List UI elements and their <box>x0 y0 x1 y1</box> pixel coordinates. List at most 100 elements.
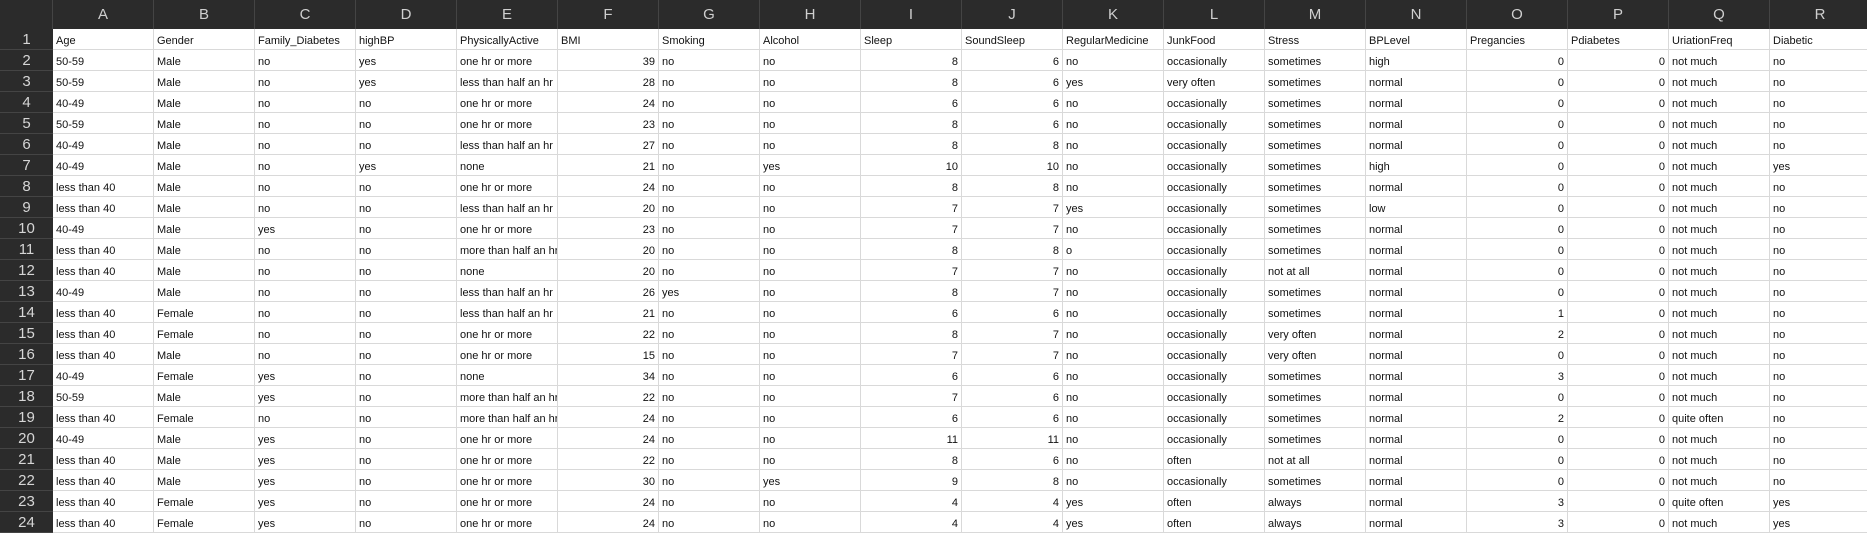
cell-r15[interactable]: no <box>1770 323 1867 344</box>
cell-m19[interactable]: sometimes <box>1265 407 1366 428</box>
column-header-a[interactable]: A <box>53 0 154 29</box>
cell-f3[interactable]: 28 <box>558 71 659 92</box>
cell-d16[interactable]: no <box>356 344 457 365</box>
column-header-k[interactable]: K <box>1063 0 1164 29</box>
cell-r8[interactable]: no <box>1770 176 1867 197</box>
cell-r24[interactable]: yes <box>1770 512 1867 533</box>
cell-p22[interactable]: 0 <box>1568 470 1669 491</box>
cell-j6[interactable]: 8 <box>962 134 1063 155</box>
cell-l10[interactable]: occasionally <box>1164 218 1265 239</box>
cell-a13[interactable]: 40-49 <box>53 281 154 302</box>
cell-h3[interactable]: no <box>760 71 861 92</box>
cell-d7[interactable]: yes <box>356 155 457 176</box>
cell-g12[interactable]: no <box>659 260 760 281</box>
cell-k17[interactable]: no <box>1063 365 1164 386</box>
cell-b18[interactable]: Male <box>154 386 255 407</box>
cell-j1[interactable]: SoundSleep <box>962 29 1063 50</box>
row-header[interactable]: 24 <box>0 512 53 533</box>
cell-q11[interactable]: not much <box>1669 239 1770 260</box>
cell-j17[interactable]: 6 <box>962 365 1063 386</box>
cell-h24[interactable]: no <box>760 512 861 533</box>
cell-n12[interactable]: normal <box>1366 260 1467 281</box>
cell-k23[interactable]: yes <box>1063 491 1164 512</box>
cell-n13[interactable]: normal <box>1366 281 1467 302</box>
cell-i18[interactable]: 7 <box>861 386 962 407</box>
cell-o2[interactable]: 0 <box>1467 50 1568 71</box>
cell-g6[interactable]: no <box>659 134 760 155</box>
cell-p6[interactable]: 0 <box>1568 134 1669 155</box>
cell-i4[interactable]: 6 <box>861 92 962 113</box>
cell-p12[interactable]: 0 <box>1568 260 1669 281</box>
cell-l11[interactable]: occasionally <box>1164 239 1265 260</box>
cell-d19[interactable]: no <box>356 407 457 428</box>
cell-n14[interactable]: normal <box>1366 302 1467 323</box>
cell-d5[interactable]: no <box>356 113 457 134</box>
cell-b8[interactable]: Male <box>154 176 255 197</box>
cell-a11[interactable]: less than 40 <box>53 239 154 260</box>
row-header[interactable]: 21 <box>0 449 53 470</box>
cell-k9[interactable]: yes <box>1063 197 1164 218</box>
cell-c17[interactable]: yes <box>255 365 356 386</box>
cell-l6[interactable]: occasionally <box>1164 134 1265 155</box>
cell-n19[interactable]: normal <box>1366 407 1467 428</box>
cell-r20[interactable]: no <box>1770 428 1867 449</box>
cell-h23[interactable]: no <box>760 491 861 512</box>
cell-r14[interactable]: no <box>1770 302 1867 323</box>
row-header[interactable]: 3 <box>0 71 53 92</box>
cell-a20[interactable]: 40-49 <box>53 428 154 449</box>
cell-c24[interactable]: yes <box>255 512 356 533</box>
cell-c7[interactable]: no <box>255 155 356 176</box>
cell-q22[interactable]: not much <box>1669 470 1770 491</box>
cell-m4[interactable]: sometimes <box>1265 92 1366 113</box>
cell-o15[interactable]: 2 <box>1467 323 1568 344</box>
cell-n21[interactable]: normal <box>1366 449 1467 470</box>
cell-j20[interactable]: 11 <box>962 428 1063 449</box>
cell-a22[interactable]: less than 40 <box>53 470 154 491</box>
cell-k6[interactable]: no <box>1063 134 1164 155</box>
cell-h20[interactable]: no <box>760 428 861 449</box>
column-header-h[interactable]: H <box>760 0 861 29</box>
cell-a21[interactable]: less than 40 <box>53 449 154 470</box>
cell-r10[interactable]: no <box>1770 218 1867 239</box>
cell-f23[interactable]: 24 <box>558 491 659 512</box>
cell-p24[interactable]: 0 <box>1568 512 1669 533</box>
row-header[interactable]: 1 <box>0 29 53 50</box>
cell-l7[interactable]: occasionally <box>1164 155 1265 176</box>
cell-k11[interactable]: o <box>1063 239 1164 260</box>
cell-p11[interactable]: 0 <box>1568 239 1669 260</box>
cell-g14[interactable]: no <box>659 302 760 323</box>
cell-a12[interactable]: less than 40 <box>53 260 154 281</box>
cell-r4[interactable]: no <box>1770 92 1867 113</box>
cell-i1[interactable]: Sleep <box>861 29 962 50</box>
cell-b24[interactable]: Female <box>154 512 255 533</box>
cell-n3[interactable]: normal <box>1366 71 1467 92</box>
cell-d20[interactable]: no <box>356 428 457 449</box>
cell-q13[interactable]: not much <box>1669 281 1770 302</box>
cell-n9[interactable]: low <box>1366 197 1467 218</box>
cell-g16[interactable]: no <box>659 344 760 365</box>
cell-d18[interactable]: no <box>356 386 457 407</box>
cell-p4[interactable]: 0 <box>1568 92 1669 113</box>
cell-a10[interactable]: 40-49 <box>53 218 154 239</box>
cell-e11[interactable]: more than half an hr <box>457 239 558 260</box>
cell-f5[interactable]: 23 <box>558 113 659 134</box>
row-header[interactable]: 10 <box>0 218 53 239</box>
cell-f13[interactable]: 26 <box>558 281 659 302</box>
cell-e19[interactable]: more than half an hr <box>457 407 558 428</box>
cell-c9[interactable]: no <box>255 197 356 218</box>
cell-p14[interactable]: 0 <box>1568 302 1669 323</box>
cell-l17[interactable]: occasionally <box>1164 365 1265 386</box>
cell-r23[interactable]: yes <box>1770 491 1867 512</box>
cell-p7[interactable]: 0 <box>1568 155 1669 176</box>
cell-g9[interactable]: no <box>659 197 760 218</box>
cell-j23[interactable]: 4 <box>962 491 1063 512</box>
cell-b14[interactable]: Female <box>154 302 255 323</box>
cell-p2[interactable]: 0 <box>1568 50 1669 71</box>
cell-i24[interactable]: 4 <box>861 512 962 533</box>
cell-e10[interactable]: one hr or more <box>457 218 558 239</box>
cell-b17[interactable]: Female <box>154 365 255 386</box>
cell-k18[interactable]: no <box>1063 386 1164 407</box>
cell-a2[interactable]: 50-59 <box>53 50 154 71</box>
cell-b20[interactable]: Male <box>154 428 255 449</box>
cell-o11[interactable]: 0 <box>1467 239 1568 260</box>
